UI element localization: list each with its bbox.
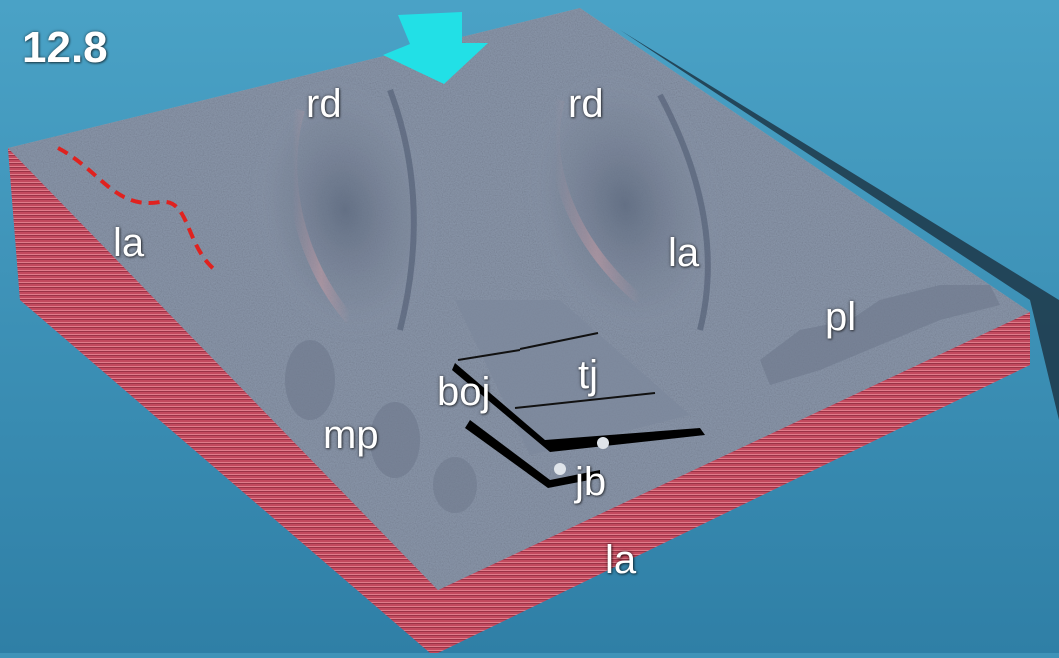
label-la-right: la	[668, 231, 700, 275]
label-la-left: la	[113, 221, 145, 265]
label-jb: jb	[575, 460, 607, 504]
sheeting-joints	[452, 363, 705, 488]
landforms	[248, 67, 1000, 513]
label-pl: pl	[825, 295, 857, 339]
ice-flow-arrow	[383, 12, 488, 84]
label-mp: mp	[323, 413, 379, 457]
joint-lines	[457, 332, 656, 409]
figure-number: 12.8	[22, 23, 108, 72]
boulders	[554, 437, 609, 475]
label-rd-right: rd	[568, 82, 604, 126]
label-la-bottom: la	[605, 538, 637, 582]
label-tj: tj	[578, 353, 598, 397]
label-boj: boj	[437, 370, 491, 414]
contact-line	[57, 146, 217, 272]
block-right-face	[438, 312, 1030, 653]
label-rd-left: rd	[306, 82, 342, 126]
